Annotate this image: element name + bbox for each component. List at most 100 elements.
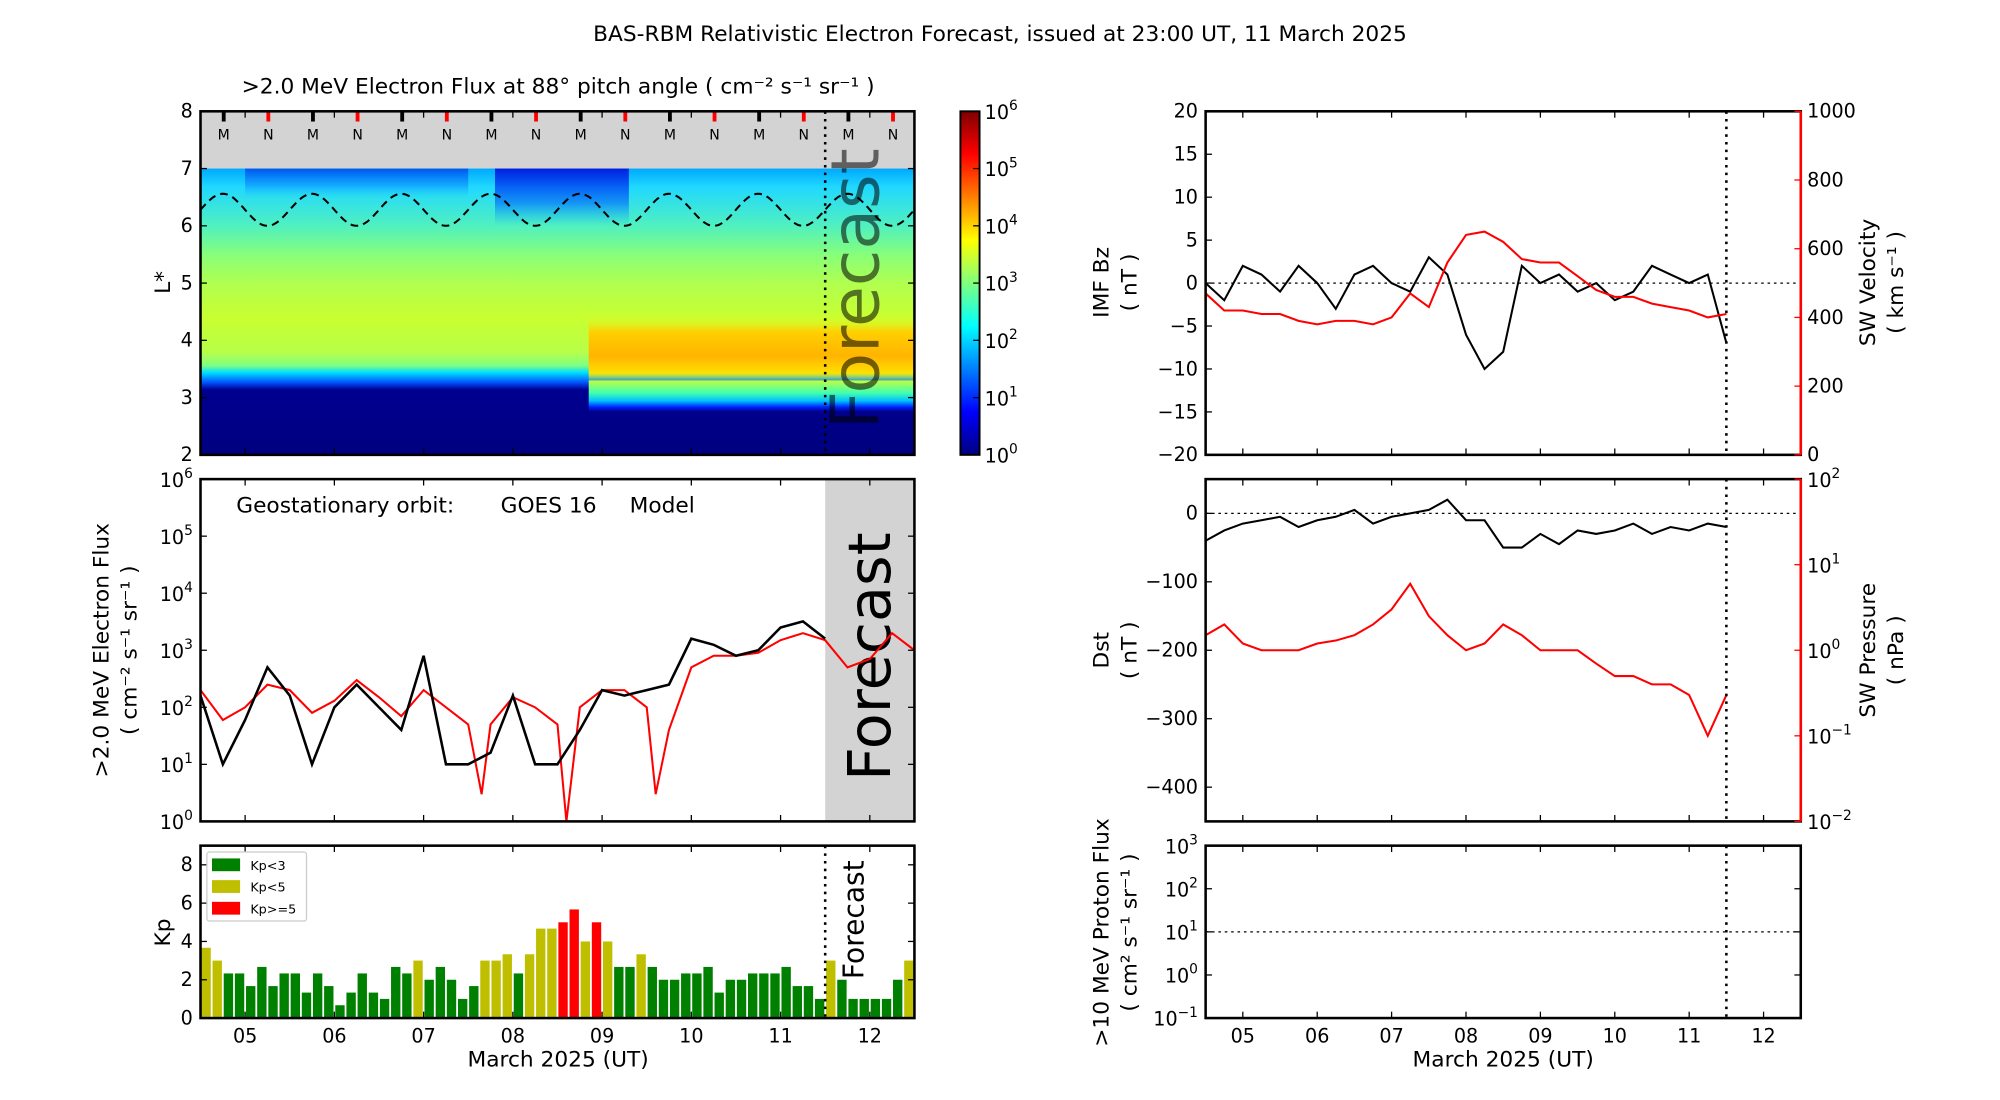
- x-tick-label: 07: [1379, 1024, 1403, 1047]
- orbit-marker-label: N: [263, 127, 274, 143]
- y-tick-label: −5: [1170, 314, 1198, 337]
- x-tick-label: 05: [1231, 1024, 1255, 1047]
- kp-bar: [246, 986, 256, 1019]
- kp-bar: [457, 998, 468, 1019]
- lstar-axis-label: L*: [151, 271, 176, 294]
- axis-label: SW Pressure: [1856, 583, 1881, 718]
- kp-bar: [446, 979, 457, 1019]
- kp-bar: [736, 979, 747, 1019]
- y-tick-label: 3: [181, 386, 193, 409]
- y-tick-label: 200: [1807, 375, 1844, 398]
- y-tick-label: 1000: [1807, 100, 1856, 123]
- y-tick-label: −400: [1145, 776, 1198, 799]
- y-tick-label: −200: [1145, 639, 1198, 662]
- y-tick-label: 102: [160, 694, 193, 720]
- y-tick-label: 102: [1807, 466, 1840, 492]
- kp-bar: [725, 979, 736, 1019]
- kp-bar: [391, 966, 401, 1019]
- kp-bar: [636, 954, 646, 1019]
- kp-bar: [558, 922, 568, 1019]
- x-tick-label: 07: [411, 1024, 435, 1047]
- kp-bar: [357, 973, 367, 1019]
- kp-bar: [379, 998, 390, 1019]
- kp-bar: [681, 973, 691, 1019]
- x-axis-label-left: March 2025 (UT): [467, 1048, 648, 1073]
- orbit-marker-label: M: [218, 127, 230, 143]
- kp-bar: [591, 922, 602, 1019]
- x-tick-label: 05: [233, 1024, 257, 1047]
- dst-line: [1205, 498, 1727, 549]
- kp-bar: [580, 941, 591, 1019]
- sw-pressure-line: [1205, 581, 1728, 739]
- heatmap-enhancement: [588, 314, 915, 384]
- kp-bar: [893, 979, 903, 1019]
- goes-flux-line: [200, 619, 826, 769]
- x-axis-label-right: March 2025 (UT): [1413, 1048, 1594, 1073]
- kp-bar: [692, 973, 702, 1019]
- x-tick-label: 12: [858, 1024, 882, 1047]
- kp-bar: [748, 973, 758, 1019]
- orbit-marker-label: M: [842, 127, 854, 143]
- kp-legend-swatch: [212, 858, 241, 872]
- kp-bar: [602, 941, 613, 1019]
- lstar-panel-title: >2.0 MeV Electron Flux at 88° pitch angl…: [242, 74, 875, 99]
- y-tick-label: 4: [181, 930, 193, 953]
- kp-bar: [346, 992, 356, 1019]
- model-flux-line: [200, 631, 915, 822]
- y-tick-label: 4: [181, 329, 193, 352]
- y-tick-label: 6: [181, 214, 193, 237]
- kp-bar: [881, 998, 892, 1019]
- kp-bar: [625, 966, 635, 1019]
- forecast-watermark: Forecast: [817, 148, 895, 429]
- no-data-region: [200, 111, 915, 169]
- kp-bar: [268, 986, 278, 1019]
- colorbar-tick-label: 103: [985, 270, 1018, 296]
- kp-bar: [223, 973, 234, 1019]
- y-tick-label: 800: [1807, 168, 1844, 191]
- axis-label-units: ( cm² s⁻¹ sr⁻¹ ): [1118, 853, 1143, 1011]
- y-tick-label: 103: [160, 637, 193, 663]
- kp-bar: [279, 973, 289, 1019]
- y-tick-label: 8: [181, 853, 193, 876]
- legend-prefix: Geostationary orbit:: [236, 493, 454, 518]
- y-tick-label: 105: [160, 523, 193, 549]
- y-tick-label: 103: [1165, 832, 1198, 858]
- kp-bar: [368, 992, 379, 1019]
- y-tick-label: 2: [181, 443, 193, 466]
- orbit-marker-label: M: [307, 127, 319, 143]
- axis-label: Kp: [151, 918, 176, 946]
- proton-axis-label: >10 MeV Proton Flux( cm² s⁻¹ sr⁻¹ ): [1090, 818, 1143, 1047]
- orbit-lstar-line: [200, 192, 915, 227]
- kp-bar: [547, 928, 557, 1019]
- x-tick-label: 06: [1305, 1024, 1329, 1047]
- x-tick-label: 10: [1603, 1024, 1627, 1047]
- kp-bar: [524, 954, 535, 1019]
- axis-label: >10 MeV Proton Flux: [1090, 818, 1115, 1047]
- y-tick-label: 10−1: [1807, 723, 1852, 749]
- orbit-marker-label: M: [396, 127, 408, 143]
- kp-bar: [469, 986, 479, 1019]
- x-tick-label: 09: [590, 1024, 614, 1047]
- heatmap-storm-depletion: [495, 168, 629, 226]
- axis-label: Dst: [1090, 632, 1115, 669]
- kp-bar: [859, 998, 869, 1019]
- colorbar-tick-label: 102: [985, 327, 1018, 353]
- kp-bar: [569, 909, 579, 1019]
- kp-bar: [480, 960, 490, 1019]
- legend-goes: GOES 16: [501, 493, 597, 518]
- orbit-marker-label: M: [753, 127, 765, 143]
- kp-bar: [669, 979, 680, 1019]
- kp-bar: [513, 973, 524, 1019]
- kp-bar: [491, 960, 501, 1019]
- y-tick-label: 101: [1165, 919, 1198, 945]
- y-tick-label: 0: [1807, 443, 1819, 466]
- kp-bar: [714, 992, 724, 1019]
- kp-bar: [904, 960, 914, 1019]
- axis-label-units: ( nT ): [1118, 254, 1143, 312]
- colorbar-tick-label: 106: [985, 98, 1018, 124]
- kp-bar: [826, 960, 836, 1019]
- sw-velocity-axis-label: SW Velocity( km s⁻¹ ): [1856, 219, 1909, 346]
- x-tick-label: 08: [501, 1024, 525, 1047]
- orbit-marker-label: N: [888, 127, 899, 143]
- kp-bar: [257, 966, 267, 1019]
